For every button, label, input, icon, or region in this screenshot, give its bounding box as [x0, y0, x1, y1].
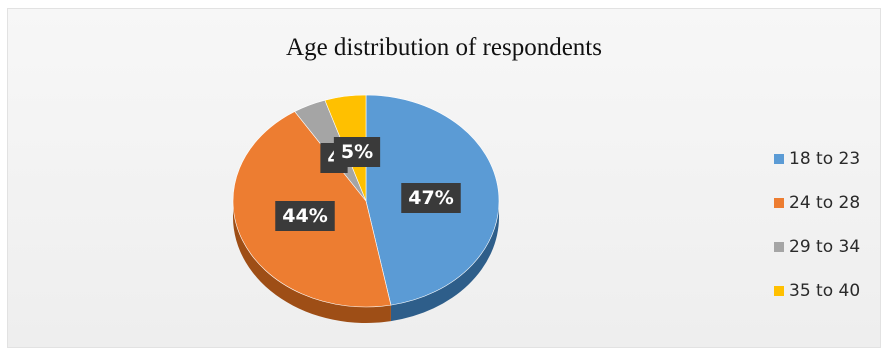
legend-label: 35 to 40	[789, 281, 861, 301]
legend: 18 to 23 24 to 28 29 to 34 35 to 40	[774, 148, 860, 324]
svg-text:44%: 44%	[282, 205, 327, 227]
svg-text:47%: 47%	[408, 187, 453, 209]
data-label: 5%	[333, 137, 381, 167]
data-label: 47%	[401, 183, 461, 213]
legend-swatch	[774, 198, 784, 208]
svg-text:5%: 5%	[341, 141, 373, 163]
legend-swatch	[774, 154, 784, 164]
data-label: 44%	[275, 201, 335, 231]
legend-item-29-to-34: 29 to 34	[774, 236, 860, 258]
pie-slice-side	[390, 201, 499, 322]
chart-title: Age distribution of respondents	[286, 34, 602, 61]
legend-item-24-to-28: 24 to 28	[774, 192, 860, 214]
pie-slice-side	[233, 201, 391, 323]
legend-swatch	[774, 242, 784, 252]
legend-label: 24 to 28	[789, 193, 861, 213]
legend-item-18-to-23: 18 to 23	[774, 148, 860, 170]
legend-label: 18 to 23	[789, 149, 861, 169]
legend-label: 29 to 34	[789, 237, 861, 257]
legend-swatch	[774, 286, 784, 296]
legend-item-35-to-40: 35 to 40	[774, 280, 860, 302]
